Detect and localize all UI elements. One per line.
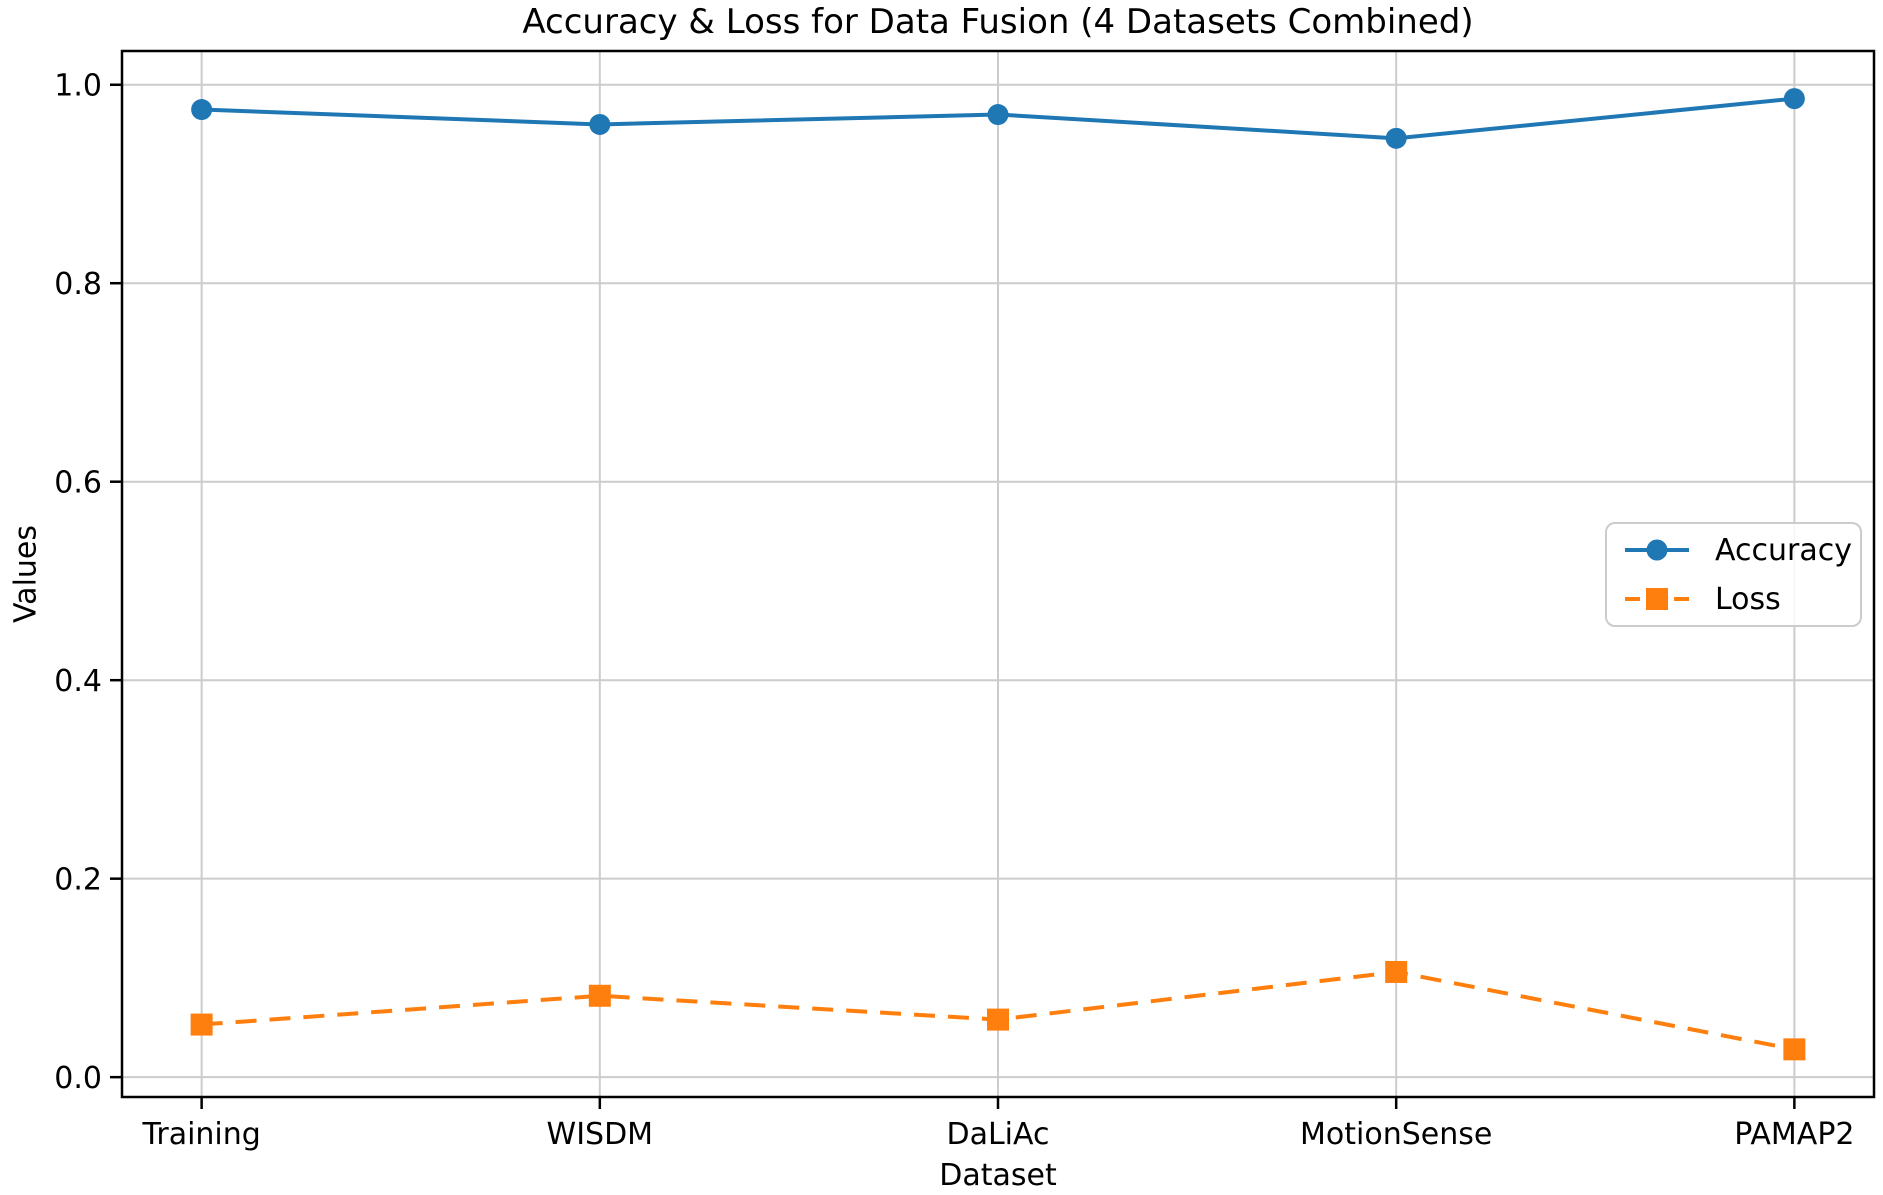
loss-marker-WISDM — [588, 984, 611, 1007]
loss-marker-Training — [190, 1013, 213, 1036]
y-axis-label: Values — [8, 524, 44, 624]
legend-item-accuracy: Accuracy — [1623, 533, 1860, 568]
x-tick-label-Training: Training — [141, 1117, 260, 1152]
accuracy-marker-Training — [191, 99, 213, 121]
loss-marker-MotionSense — [1385, 960, 1408, 983]
accuracy-marker-PAMAP2 — [1783, 88, 1805, 110]
legend-label-loss: Loss — [1715, 581, 1781, 617]
accuracy-legend-sample-icon — [1625, 539, 1689, 561]
accuracy-marker-WISDM — [589, 113, 611, 135]
legend-label-accuracy: Accuracy — [1715, 532, 1852, 568]
x-axis-label: Dataset — [939, 1158, 1057, 1193]
loss-marker-PAMAP2 — [1783, 1038, 1806, 1061]
loss-marker-DaLiAc — [987, 1008, 1009, 1031]
y-tick-label-0.0: 0.0 — [54, 1061, 102, 1096]
accuracy-marker-DaLiAc — [987, 104, 1009, 126]
y-tick-label-0.2: 0.2 — [54, 863, 102, 898]
loss-legend-sample-icon — [1625, 588, 1689, 610]
y-tick-label-0.8: 0.8 — [54, 267, 102, 302]
chart-title: Accuracy & Loss for Data Fusion (4 Datas… — [522, 2, 1474, 42]
legend-item-loss: Loss — [1623, 582, 1860, 617]
legend: Accuracy Loss — [1605, 522, 1862, 627]
x-tick-label-PAMAP2: PAMAP2 — [1734, 1117, 1854, 1152]
y-tick-label-0.6: 0.6 — [54, 466, 102, 501]
x-tick-label-MotionSense: MotionSense — [1300, 1117, 1492, 1152]
x-tick-label-DaLiAc: DaLiAc — [946, 1117, 1049, 1152]
y-tick-label-1.0: 1.0 — [54, 69, 102, 104]
accuracy-marker-MotionSense — [1385, 127, 1407, 149]
x-tick-label-WISDM: WISDM — [547, 1117, 654, 1152]
y-tick-label-0.4: 0.4 — [54, 664, 102, 699]
